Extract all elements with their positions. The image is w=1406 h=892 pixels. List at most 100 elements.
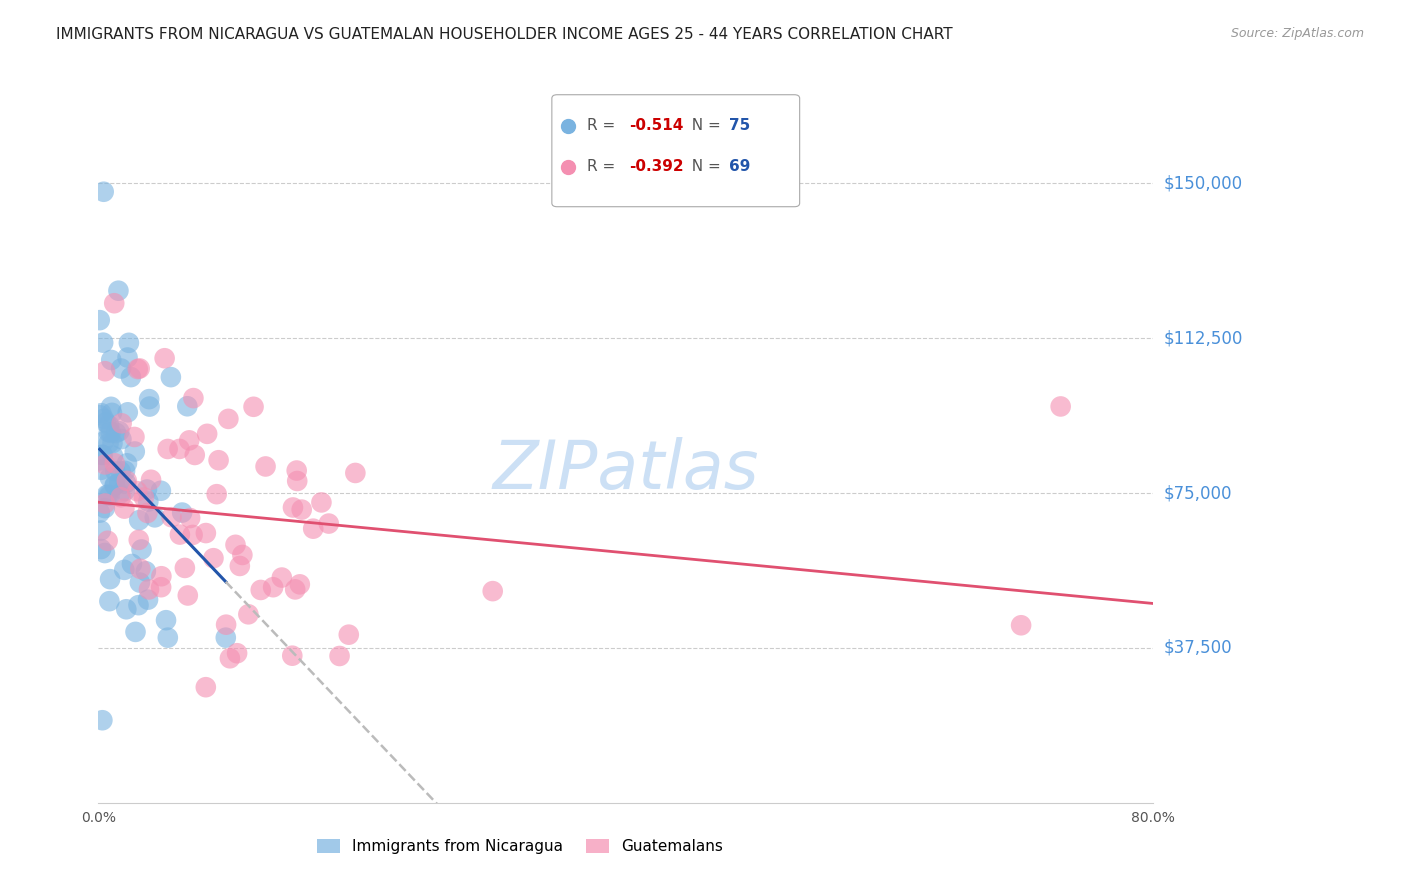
Point <box>229 558 252 573</box>
Point <box>131 542 153 557</box>
Point <box>127 362 149 376</box>
Point <box>91 713 114 727</box>
Text: IMMIGRANTS FROM NICARAGUA VS GUATEMALAN HOUSEHOLDER INCOME AGES 25 - 44 YEARS CO: IMMIGRANTS FROM NICARAGUA VS GUATEMALAN … <box>56 27 953 42</box>
Point <box>143 510 166 524</box>
Point <box>103 296 125 310</box>
Point <box>89 506 111 520</box>
Text: R =: R = <box>586 160 620 175</box>
Point <box>98 572 121 586</box>
Point <box>90 448 112 462</box>
Point <box>136 483 159 497</box>
Point <box>117 405 139 419</box>
Point <box>194 680 217 694</box>
Point <box>115 476 138 491</box>
Point <box>138 392 160 406</box>
Point <box>124 430 146 444</box>
Point <box>135 564 157 578</box>
Point <box>104 478 127 492</box>
Point <box>93 434 115 449</box>
Point <box>115 602 138 616</box>
Point <box>156 631 179 645</box>
Point <box>219 651 242 665</box>
Text: $112,500: $112,500 <box>1164 329 1243 347</box>
Point <box>117 351 139 365</box>
Point <box>108 475 131 490</box>
Point <box>302 522 325 536</box>
Point <box>329 648 352 663</box>
Point <box>97 436 120 450</box>
Point <box>101 436 124 450</box>
Point <box>100 425 122 440</box>
Point <box>262 580 284 594</box>
Point <box>94 501 117 516</box>
Point <box>291 502 314 516</box>
Point <box>127 598 149 612</box>
Point <box>194 526 217 541</box>
Point <box>238 607 260 622</box>
Point <box>217 412 239 426</box>
Point <box>90 406 112 420</box>
Point <box>128 533 150 547</box>
Point <box>156 442 179 456</box>
Point <box>127 484 149 499</box>
Point <box>138 400 160 414</box>
Point <box>128 575 150 590</box>
Point <box>150 580 173 594</box>
Point <box>136 592 159 607</box>
Point <box>254 459 277 474</box>
Point <box>132 491 155 505</box>
Point <box>100 400 122 414</box>
Point <box>1010 618 1032 632</box>
Point <box>94 496 117 510</box>
Text: $75,000: $75,000 <box>1164 484 1233 502</box>
Text: -0.392: -0.392 <box>628 160 683 175</box>
Point <box>153 351 176 366</box>
Point <box>207 453 229 467</box>
Point <box>285 464 308 478</box>
Point <box>184 448 207 462</box>
Point <box>136 494 159 508</box>
Point <box>110 432 132 446</box>
Point <box>215 631 238 645</box>
Point <box>128 513 150 527</box>
Point <box>179 434 201 448</box>
Point <box>104 456 127 470</box>
Point <box>318 516 340 531</box>
Point <box>93 185 115 199</box>
Point <box>149 483 172 498</box>
Point <box>337 628 360 642</box>
Point <box>89 409 111 423</box>
Point <box>270 570 292 584</box>
Point <box>94 546 117 560</box>
Point <box>108 487 131 501</box>
Point <box>120 370 142 384</box>
Point <box>181 528 204 542</box>
Point <box>118 335 141 350</box>
Point <box>98 594 121 608</box>
Point <box>124 624 146 639</box>
Point <box>115 474 138 488</box>
Point <box>281 500 304 515</box>
Point <box>173 561 195 575</box>
Point <box>288 577 311 591</box>
Point <box>136 506 159 520</box>
Text: $37,500: $37,500 <box>1164 639 1233 657</box>
Point <box>169 527 191 541</box>
Point <box>311 495 333 509</box>
Point <box>160 510 183 524</box>
Point <box>91 335 114 350</box>
Point <box>94 416 117 430</box>
Point <box>202 551 225 566</box>
Text: R =: R = <box>586 119 620 133</box>
Text: N =: N = <box>682 119 725 133</box>
Text: N =: N = <box>682 160 725 175</box>
Point <box>183 391 205 405</box>
Point <box>215 617 238 632</box>
Text: Source: ZipAtlas.com: Source: ZipAtlas.com <box>1230 27 1364 40</box>
Point <box>104 478 127 492</box>
Point <box>112 563 135 577</box>
Point <box>169 442 191 456</box>
Point <box>114 483 136 498</box>
Point <box>129 562 152 576</box>
Point <box>110 361 132 376</box>
